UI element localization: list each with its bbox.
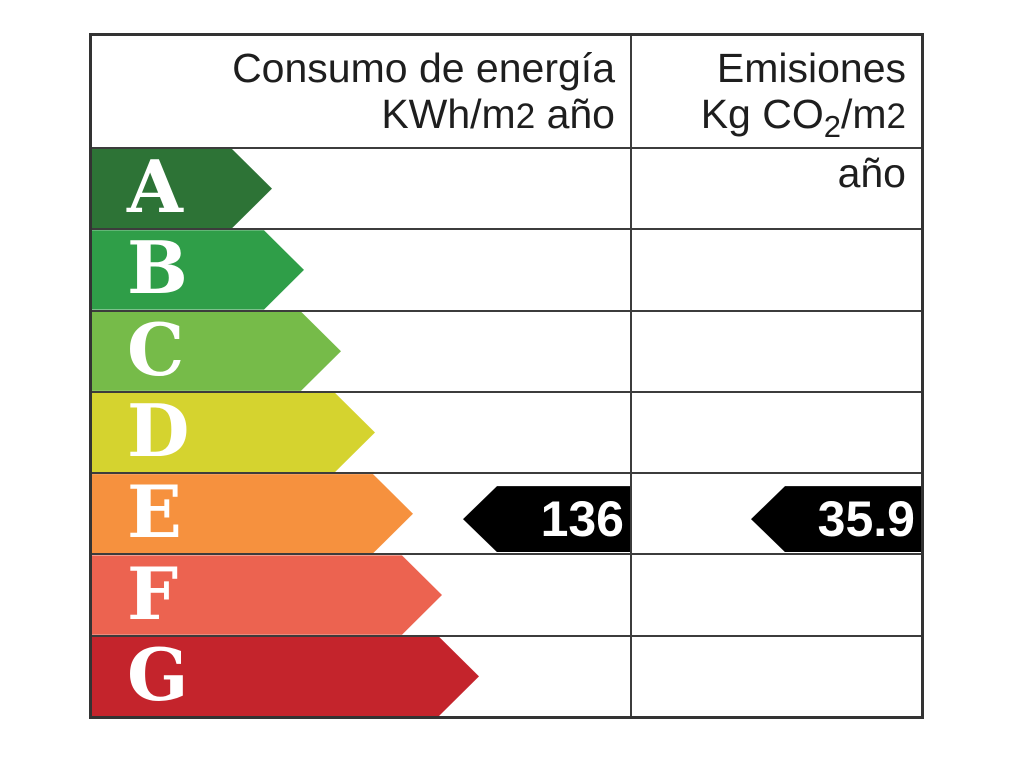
consumption-value: 136: [540, 491, 624, 548]
rating-band-c: C: [92, 312, 341, 391]
rating-row-c: C: [92, 312, 921, 393]
rating-row-d: D: [92, 393, 921, 475]
rating-row-f: F: [92, 555, 921, 637]
rating-letter-d: D: [127, 387, 190, 473]
rating-row-b: B: [92, 230, 921, 312]
consumption-header-line2: KWh/m2 año: [381, 91, 615, 137]
table-header-row: Consumo de energía KWh/m2 año Emisiones …: [92, 36, 921, 196]
rating-letter-g: G: [127, 631, 189, 717]
rating-band-b: B: [92, 230, 304, 309]
rating-row-e: E 136 35.9: [92, 474, 921, 556]
squared-exponent: 2: [886, 97, 906, 136]
rating-band-g: G: [92, 637, 479, 716]
co2-subscript: 2: [823, 109, 841, 144]
rating-band-d: D: [92, 393, 375, 472]
emissions-header-line1: Emisiones: [716, 45, 906, 91]
rating-band-f: F: [92, 555, 442, 634]
rating-letter-f: F: [127, 550, 179, 636]
rating-band-a: A: [92, 149, 272, 228]
rating-row-g: G: [92, 637, 921, 716]
rating-band-e: E: [92, 474, 413, 553]
rating-letter-e: E: [127, 469, 182, 555]
squared-exponent: 2: [515, 97, 536, 136]
emissions-value: 35.9: [817, 491, 915, 548]
emissions-value-arrow: 35.9: [751, 486, 921, 553]
rating-letter-a: A: [127, 144, 183, 230]
emissions-header-line2: Kg CO2/m2 año: [700, 91, 906, 196]
rating-letter-c: C: [127, 306, 185, 392]
energy-rating-table: Consumo de energía KWh/m2 año Emisiones …: [89, 33, 924, 719]
consumption-value-arrow: 136: [463, 486, 630, 553]
rating-row-a: A: [92, 149, 921, 231]
consumption-header-line1: Consumo de energía: [232, 45, 615, 91]
rating-letter-b: B: [127, 225, 188, 311]
emissions-column-header: Emisiones Kg CO2/m2 año: [632, 36, 921, 196]
consumption-column-header: Consumo de energía KWh/m2 año: [92, 36, 632, 147]
